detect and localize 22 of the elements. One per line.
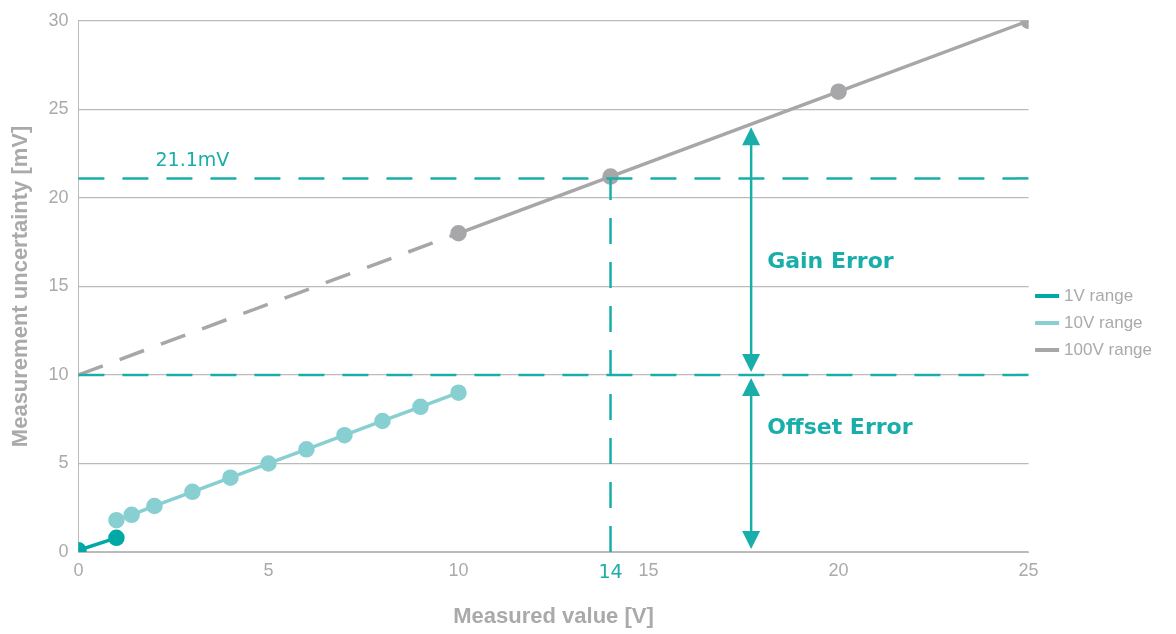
x-tick-label: 15: [638, 559, 659, 580]
legend-label: 1V range: [1064, 285, 1134, 305]
y-tick-label: 0: [58, 540, 69, 561]
legend-label: 10V range: [1064, 312, 1143, 332]
y-tick-label: 10: [48, 363, 69, 384]
y-tick-label: 25: [48, 98, 69, 119]
annotation: Gain Error: [767, 247, 894, 273]
ref-line-label: 14: [598, 560, 623, 583]
y-tick-label: 15: [48, 275, 69, 296]
x-axis-title: Measured value [V]: [453, 602, 654, 628]
x-tick-label: 20: [828, 559, 849, 580]
y-tick-label: 30: [48, 9, 69, 30]
annotation: Offset Error: [767, 413, 913, 439]
x-tick-label: 25: [1018, 559, 1039, 580]
ref-line-label: 21.1mV: [155, 147, 230, 170]
y-tick-label: 5: [58, 452, 69, 473]
y-axis-title: Measurement uncertainty [mV]: [7, 125, 33, 448]
x-tick-label: 5: [263, 559, 274, 580]
x-tick-label: 0: [73, 559, 84, 580]
x-tick-label: 10: [448, 559, 469, 580]
y-tick-label: 20: [48, 186, 69, 207]
legend-label: 100V range: [1064, 339, 1152, 359]
